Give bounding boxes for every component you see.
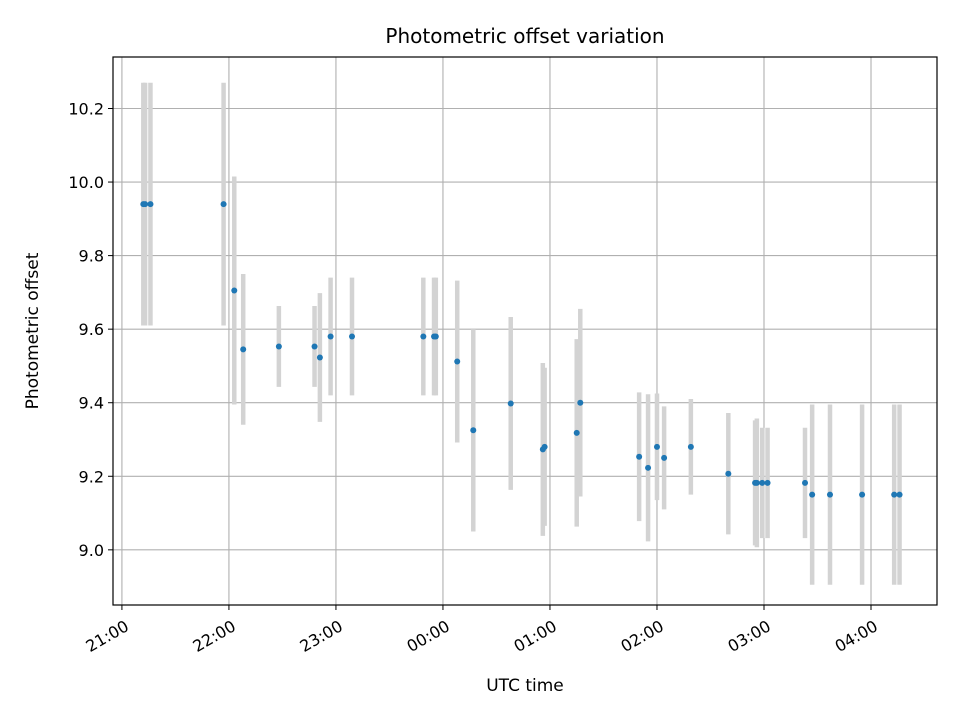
y-tick-label: 10.2 (68, 99, 104, 118)
data-point (764, 479, 771, 486)
data-point (231, 287, 238, 294)
y-tick-label: 9.2 (79, 467, 104, 486)
y-tick-label: 10.0 (68, 173, 104, 192)
data-point (432, 333, 439, 340)
data-point (275, 343, 282, 350)
data-point (577, 399, 584, 406)
data-point (348, 333, 355, 340)
plot-frame (112, 56, 938, 606)
data-point (311, 343, 318, 350)
y-tick-label: 9.4 (79, 394, 104, 413)
data-point (891, 491, 898, 498)
data-point (826, 491, 833, 498)
data-point (636, 453, 643, 460)
chart-title: Photometric offset variation (385, 24, 664, 48)
data-point (645, 464, 652, 471)
grid-lines (113, 57, 937, 605)
data-point (454, 358, 461, 365)
data-point (687, 443, 694, 450)
data-point (809, 491, 816, 498)
data-point (753, 479, 760, 486)
data-point (420, 333, 427, 340)
data-point (240, 346, 247, 353)
data-point (327, 333, 334, 340)
data-point (316, 354, 323, 361)
data-point (802, 479, 809, 486)
data-point (220, 201, 227, 208)
data-point (725, 470, 732, 477)
y-tick-label: 9.6 (79, 320, 104, 339)
data-point (573, 429, 580, 436)
data-points (140, 201, 903, 498)
data-point (859, 491, 866, 498)
data-point (653, 443, 660, 450)
data-point (896, 491, 903, 498)
data-point (470, 427, 477, 434)
data-point (507, 400, 514, 407)
y-tick-label: 9.8 (79, 247, 104, 266)
data-point (661, 454, 668, 461)
data-point (147, 201, 154, 208)
y-axis-ticks: 9.0 9.2 9.4 9.6 9.8 10.0 10.2 (68, 99, 113, 560)
data-point (759, 479, 766, 486)
data-point (541, 443, 548, 450)
y-tick-label: 9.0 (79, 541, 104, 560)
x-axis-label: UTC time (486, 676, 564, 696)
data-point (142, 201, 149, 208)
y-axis-label: Photometric offset (23, 252, 43, 409)
